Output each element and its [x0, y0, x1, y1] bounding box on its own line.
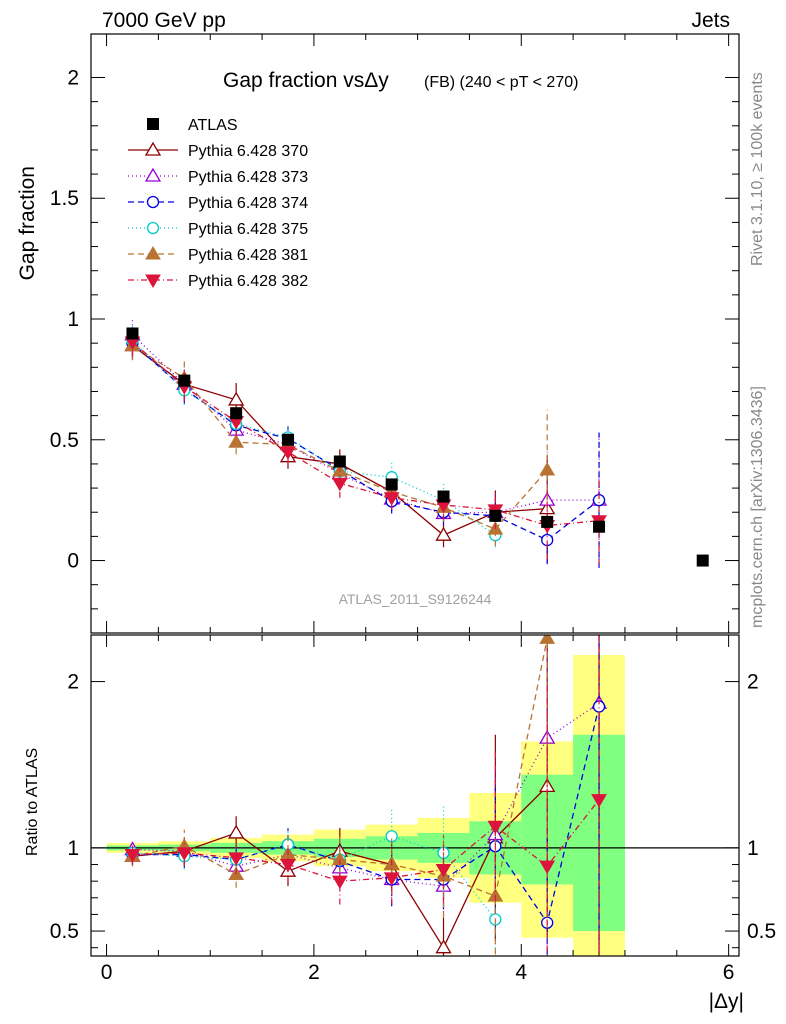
- data-point: [228, 852, 245, 866]
- y-axis-label-ratio: Ratio to ATLAS: [24, 748, 41, 856]
- ratio-plot-frame: [90, 634, 740, 957]
- series-line: [132, 340, 496, 536]
- data-point: [383, 872, 400, 886]
- y-tick-label: 1.5: [50, 187, 79, 210]
- x-axis-label: |Δy|: [709, 990, 744, 1013]
- atlas-data: [126, 327, 709, 567]
- data-point: [435, 939, 452, 954]
- legend-marker: [145, 274, 161, 288]
- y-tick-label-right: 2: [747, 671, 759, 694]
- y-tick-label-right: 0.5: [747, 920, 776, 943]
- top-plot-frame: [90, 33, 740, 634]
- series-line: [132, 345, 548, 530]
- legend-label: Pythia 6.428 381: [188, 247, 308, 264]
- y-axis-label-top: Gap fraction: [16, 166, 39, 280]
- legend-label: ATLAS: [188, 117, 238, 134]
- atlas-point: [696, 554, 709, 567]
- legend-label: Pythia 6.428 382: [188, 273, 308, 290]
- atlas-point: [593, 520, 606, 533]
- data-point: [383, 492, 400, 506]
- series-1: [124, 320, 608, 568]
- data-point: [539, 860, 556, 875]
- y-tick-label: 2: [67, 671, 79, 694]
- atlas-point: [126, 327, 139, 340]
- data-point: [280, 446, 296, 460]
- y-tick-label: 0.5: [50, 429, 79, 452]
- legend-marker: [145, 246, 161, 260]
- data-point: [539, 461, 556, 476]
- atlas-point: [489, 509, 502, 522]
- legend-marker: [146, 221, 160, 235]
- data-point: [124, 849, 141, 863]
- data-point: [591, 794, 607, 808]
- series-line: [132, 835, 496, 920]
- legend-marker: [144, 167, 162, 182]
- data-point: [435, 864, 452, 878]
- series-line: [132, 638, 548, 898]
- data-point: [487, 820, 504, 835]
- mcplots-label: mcplots.cern.ch [arXiv:1306.3436]: [749, 386, 766, 628]
- legend: ATLAS Pythia 6.428 370 Pythia 6.428 373 Pyt…: [128, 117, 308, 290]
- legend-marker: [147, 118, 159, 130]
- series-2: [126, 328, 606, 568]
- legend-marker: [146, 195, 160, 209]
- watermark-label: ATLAS_2011_S9126244: [339, 591, 492, 607]
- x-tick-label: 2: [308, 961, 320, 984]
- legend-label: Pythia 6.428 374: [188, 195, 308, 212]
- data-point: [176, 847, 193, 861]
- y-tick-label-right: 1: [747, 837, 759, 860]
- series-line: [132, 334, 600, 515]
- rivet-version-label: Rivet 3.1.10, ≥ 100k events: [749, 72, 766, 266]
- data-point: [435, 526, 452, 541]
- atlas-point: [230, 407, 243, 420]
- data-point: [280, 859, 296, 873]
- chart-title: Gap fraction vsΔy: [223, 69, 389, 92]
- data-point: [331, 477, 348, 492]
- series-line: [132, 799, 600, 882]
- x-tick-label: 0: [101, 961, 113, 984]
- data-point: [228, 824, 245, 839]
- atlas-point: [178, 374, 191, 387]
- x-tick-label: 6: [723, 961, 735, 984]
- atlas-point: [281, 433, 294, 446]
- data-point: [228, 434, 245, 448]
- legend-label: Pythia 6.428 370: [188, 143, 308, 160]
- series-line: [132, 342, 600, 541]
- header-left-label: 7000 GeV pp: [102, 9, 226, 32]
- x-tick-label: 4: [515, 961, 527, 984]
- atlas-point: [333, 455, 346, 468]
- data-point: [228, 391, 245, 406]
- legend-marker: [144, 141, 162, 156]
- legend-label: Pythia 6.428 375: [188, 221, 308, 238]
- series-line: [132, 345, 548, 536]
- series-5: [124, 327, 607, 565]
- y-tick-label: 1: [67, 308, 79, 331]
- y-tick-label: 2: [67, 66, 79, 89]
- y-tick-label: 1: [67, 837, 79, 860]
- atlas-point: [385, 478, 398, 491]
- y-tick-label: 0.5: [50, 920, 79, 943]
- ratio-series-5: [124, 635, 607, 956]
- series-line: [132, 341, 600, 527]
- atlas-point: [437, 490, 450, 503]
- data-point: [539, 635, 556, 644]
- chart-subtitle: (FB) (240 < pT < 270): [424, 74, 578, 91]
- legend-label: Pythia 6.428 373: [188, 169, 308, 186]
- data-point: [331, 875, 348, 890]
- atlas-point: [541, 515, 554, 528]
- header-right-label: Jets: [691, 9, 730, 32]
- y-tick-label: 0: [67, 550, 79, 573]
